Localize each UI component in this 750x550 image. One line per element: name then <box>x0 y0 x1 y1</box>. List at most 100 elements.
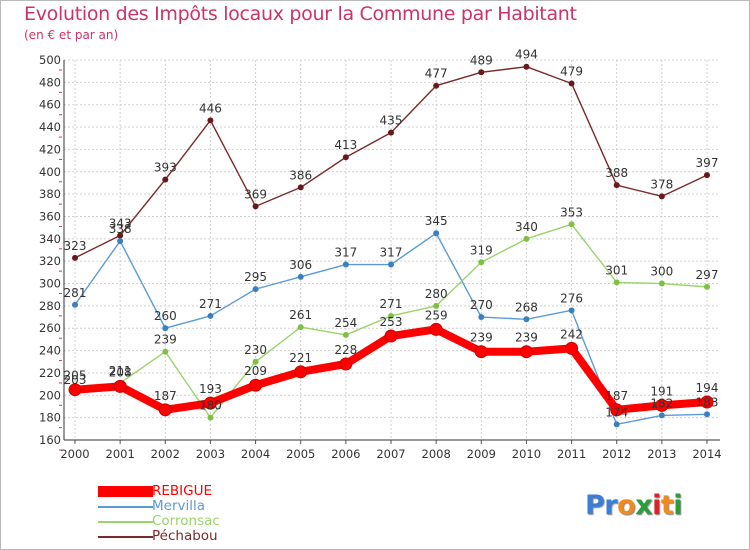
x-tick-label: 2002 <box>151 447 180 461</box>
data-point-mervilla <box>523 316 530 323</box>
y-tick-label: 480 <box>39 75 61 89</box>
data-point-pechabou <box>252 203 259 210</box>
legend-item: REBIGUE <box>98 484 220 499</box>
data-point-corronsac <box>523 235 530 242</box>
data-point-pechabou <box>433 82 440 89</box>
data-label-pechabou: 323 <box>64 239 87 253</box>
x-tick-label: 2001 <box>106 447 135 461</box>
y-tick-label: 380 <box>39 187 61 201</box>
y-tick-label: 160 <box>39 433 61 447</box>
data-label-pechabou: 369 <box>244 187 267 201</box>
data-label-pechabou: 435 <box>380 114 403 128</box>
data-point-corronsac <box>388 312 394 319</box>
data-label-corronsac: 239 <box>154 333 177 347</box>
data-label-mervilla: 345 <box>425 214 448 228</box>
data-label-pechabou: 413 <box>334 138 357 152</box>
data-point-pechabou <box>523 63 530 70</box>
data-label-corronsac: 230 <box>244 343 267 357</box>
data-label-pechabou: 386 <box>289 168 312 182</box>
data-label-corronsac: 301 <box>605 263 628 277</box>
data-point-rebigue <box>249 378 263 392</box>
data-point-corronsac <box>704 283 710 290</box>
data-label-corronsac: 280 <box>425 287 448 301</box>
data-label-corronsac: 297 <box>696 268 719 282</box>
data-point-rebigue <box>339 357 353 371</box>
data-label-mervilla: 182 <box>650 396 673 410</box>
data-label-rebigue: 193 <box>199 382 222 396</box>
data-point-rebigue <box>610 403 624 417</box>
data-label-rebigue: 205 <box>64 369 87 383</box>
data-point-rebigue <box>203 396 217 410</box>
data-point-pechabou <box>388 129 394 136</box>
data-point-mervilla <box>433 230 440 237</box>
legend-item: Péchabou <box>98 529 220 544</box>
data-point-mervilla <box>72 301 78 308</box>
data-label-pechabou: 477 <box>425 67 448 81</box>
y-tick-label: 240 <box>39 344 61 358</box>
data-label-rebigue: 259 <box>425 308 448 322</box>
data-point-rebigue <box>158 403 172 417</box>
data-label-pechabou: 378 <box>650 177 673 191</box>
x-tick-label: 2009 <box>467 447 496 461</box>
data-point-mervilla <box>207 312 214 319</box>
logo-letter: x <box>635 490 653 521</box>
data-label-mervilla: 281 <box>64 286 87 300</box>
data-label-corronsac: 300 <box>650 265 673 279</box>
data-label-corronsac: 340 <box>515 220 538 234</box>
data-label-rebigue: 228 <box>334 343 357 357</box>
y-tick-label: 260 <box>39 321 61 335</box>
data-label-rebigue: 187 <box>154 389 177 403</box>
y-tick-label: 200 <box>39 388 61 402</box>
x-tick-label: 2013 <box>647 447 676 461</box>
data-label-pechabou: 446 <box>199 101 222 115</box>
data-point-rebigue <box>700 395 714 409</box>
x-tick-label: 2000 <box>60 447 89 461</box>
legend-item: Mervilla <box>98 499 220 514</box>
y-tick-label: 440 <box>39 120 61 134</box>
y-tick-label: 460 <box>39 98 61 112</box>
x-tick-label: 2003 <box>196 447 225 461</box>
x-tick-label: 2007 <box>376 447 405 461</box>
data-point-corronsac <box>162 348 169 355</box>
data-point-corronsac <box>342 331 349 338</box>
logo-letter: r <box>604 490 618 521</box>
logo-letter: i <box>673 490 683 521</box>
data-point-pechabou <box>568 80 575 87</box>
data-point-pechabou <box>297 184 304 191</box>
data-point-corronsac <box>252 358 259 365</box>
x-tick-label: 2010 <box>512 447 541 461</box>
chart-title: Evolution des Impôts locaux pour la Comm… <box>24 3 577 25</box>
legend-label: Péchabou <box>152 528 218 544</box>
data-label-rebigue: 221 <box>289 351 312 365</box>
data-label-rebigue: 242 <box>560 327 583 341</box>
data-label-corronsac: 261 <box>289 308 312 322</box>
data-point-corronsac <box>433 302 440 309</box>
data-label-mervilla: 317 <box>334 246 357 260</box>
x-tick-label: 2012 <box>602 447 631 461</box>
legend-swatch <box>98 486 153 497</box>
data-point-pechabou <box>658 193 665 200</box>
proxiti-logo: Proxiti <box>585 490 683 521</box>
data-point-rebigue <box>474 345 488 359</box>
data-point-mervilla <box>162 325 169 332</box>
data-point-mervilla <box>297 273 304 280</box>
data-point-corronsac <box>297 324 304 331</box>
data-label-pechabou: 479 <box>560 64 583 78</box>
data-point-mervilla <box>252 286 259 293</box>
data-label-mervilla: 317 <box>380 246 403 260</box>
axes <box>59 60 720 451</box>
data-point-rebigue <box>655 398 669 412</box>
y-tick-label: 420 <box>39 142 61 156</box>
data-label-rebigue: 208 <box>109 365 132 379</box>
data-label-mervilla: 174 <box>605 405 628 419</box>
data-labels: 323 343 393 446 369 386 413 435 477 489 494 479 388 3… <box>64 48 719 420</box>
y-tick-label: 320 <box>39 254 61 268</box>
data-point-corronsac <box>613 279 620 286</box>
data-label-corronsac: 319 <box>470 243 493 257</box>
y-tick-label: 300 <box>39 277 61 291</box>
data-point-rebigue <box>113 379 127 393</box>
x-tick-label: 2005 <box>286 447 315 461</box>
legend-label: Corronsac <box>152 513 220 529</box>
data-label-mervilla: 338 <box>109 222 132 236</box>
